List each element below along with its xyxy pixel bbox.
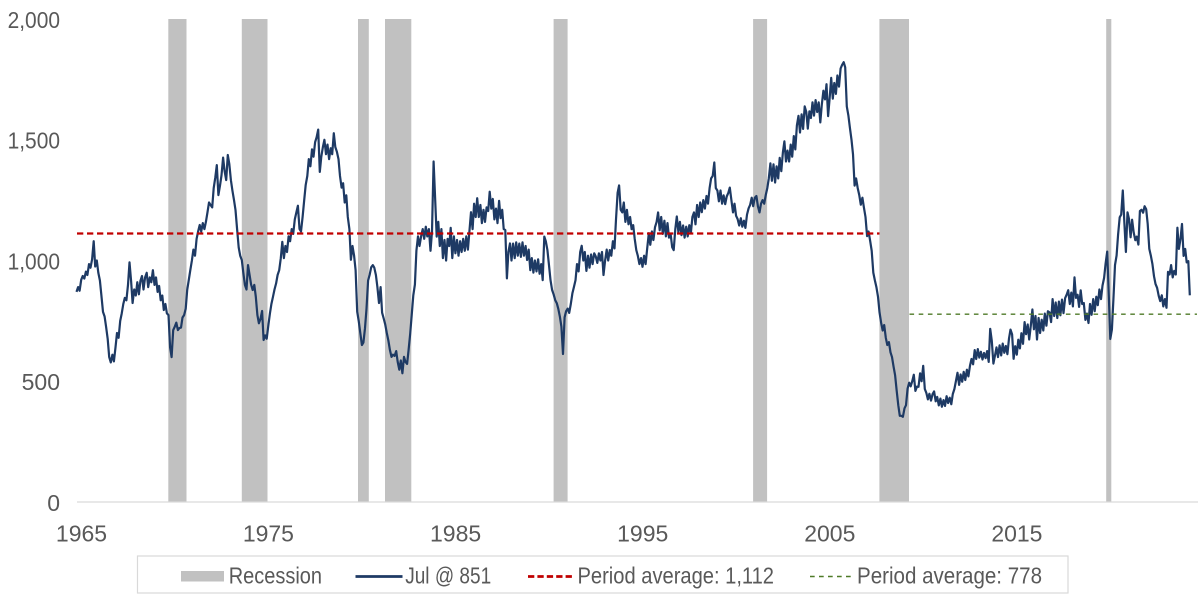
svg-text:1965: 1965 xyxy=(56,521,107,547)
svg-text:1975: 1975 xyxy=(243,521,294,547)
svg-text:1985: 1985 xyxy=(430,521,481,547)
svg-text:Jul @ 851: Jul @ 851 xyxy=(405,563,491,589)
svg-text:2005: 2005 xyxy=(804,521,855,547)
svg-text:Recession: Recession xyxy=(229,563,322,589)
svg-text:1,500: 1,500 xyxy=(8,128,60,154)
svg-text:500: 500 xyxy=(22,369,60,395)
svg-text:Period average: 778: Period average: 778 xyxy=(857,563,1042,589)
svg-text:0: 0 xyxy=(47,490,60,516)
svg-text:1995: 1995 xyxy=(617,521,668,547)
svg-text:2015: 2015 xyxy=(991,521,1042,547)
svg-text:Period average: 1,112: Period average: 1,112 xyxy=(578,563,775,589)
svg-text:2,000: 2,000 xyxy=(8,7,60,33)
svg-text:1,000: 1,000 xyxy=(8,248,60,274)
